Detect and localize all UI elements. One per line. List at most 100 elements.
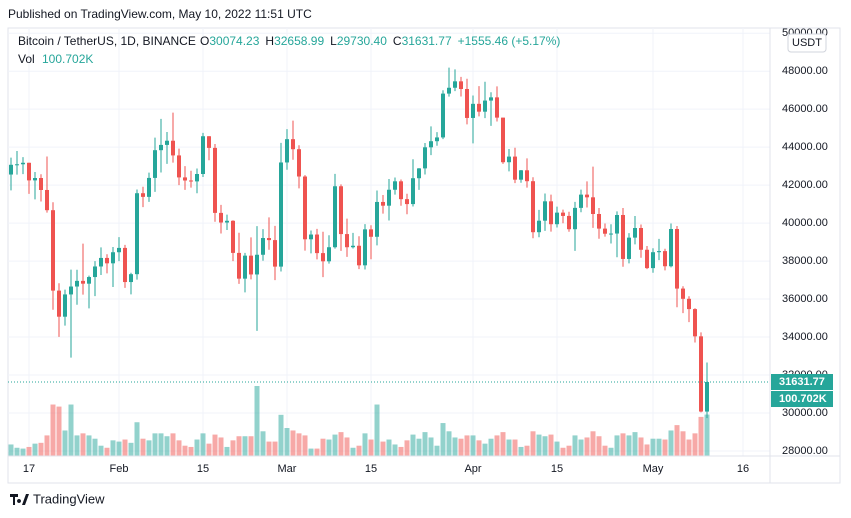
y-tick-label: 40000.00 (782, 217, 828, 229)
candle-body (393, 181, 397, 190)
candle-body (615, 214, 619, 234)
volume-bar (38, 442, 44, 456)
volume-bar (494, 435, 500, 456)
volume-bar (566, 445, 572, 456)
y-tick-label: 46000.00 (782, 103, 828, 115)
candle-body (129, 274, 133, 283)
volume-bar (362, 433, 368, 456)
y-tick-label: 44000.00 (782, 141, 828, 153)
candle-body (585, 194, 589, 198)
candle-body (705, 382, 709, 412)
volume-bar (314, 448, 320, 456)
candle-body (21, 162, 25, 165)
candle-body (141, 193, 145, 197)
currency-badge[interactable] (787, 33, 827, 53)
candle-body (243, 255, 247, 279)
volume-bar (266, 441, 272, 456)
candle-body (651, 252, 655, 269)
volume-bar (74, 435, 80, 456)
candle-body (621, 214, 625, 259)
candle-body (207, 136, 211, 148)
volume-bar (32, 443, 38, 456)
last-price-label: 31631.77 (779, 376, 825, 388)
ohlc-value: 32658.99 (274, 34, 324, 48)
candle-body (105, 257, 109, 264)
volume-bar (236, 436, 242, 456)
volume-bar (152, 433, 158, 456)
volume-bar (602, 445, 608, 456)
candle-body (507, 156, 511, 163)
candle-body (543, 201, 547, 221)
candle-body (213, 147, 217, 213)
volume-pane (8, 386, 710, 456)
volume-bar (500, 432, 506, 456)
candle-body (267, 238, 271, 241)
volume-bar (14, 447, 20, 456)
volume-bar (146, 440, 152, 456)
volume-bar (290, 430, 296, 456)
volume-bar (218, 437, 224, 456)
candle-body (375, 201, 379, 237)
volume-bar (248, 436, 254, 456)
publish-header: Published on TradingView.com, May 10, 20… (8, 7, 312, 21)
candle-body (201, 136, 205, 175)
candle-body (159, 144, 163, 151)
candle-body (525, 170, 529, 182)
candle-body (501, 117, 505, 163)
volume-badge (771, 391, 833, 408)
candle-body (333, 186, 337, 248)
candle-body (513, 156, 517, 180)
candle-body (237, 252, 241, 279)
candle-body (405, 199, 409, 205)
volume-bar (356, 445, 362, 456)
candle-body (597, 213, 601, 229)
volume-bar (122, 439, 128, 456)
candle-body (147, 177, 151, 197)
candle-body (39, 178, 43, 190)
volume-bar (698, 416, 704, 456)
volume-bar (170, 433, 176, 456)
candle-body (399, 181, 403, 200)
candle-body (165, 140, 169, 145)
candle-body (291, 139, 295, 150)
candle-body (153, 150, 157, 178)
candle-body (321, 253, 325, 262)
y-tick-label: 36000.00 (782, 293, 828, 305)
volume-bar (404, 440, 410, 456)
x-tick-label: Apr (464, 463, 481, 475)
candle-body (279, 162, 283, 267)
volume-bar (470, 435, 476, 456)
candle-body (423, 147, 427, 169)
volume-bar (638, 437, 644, 456)
volume-bar (590, 431, 596, 456)
volume-bar (80, 433, 86, 456)
volume-bar (92, 438, 98, 456)
y-tick-label: 48000.00 (782, 65, 828, 77)
volume-bar (644, 444, 650, 456)
candle-body (177, 155, 181, 178)
ohlc-legend: O30074.23 H32658.99 L29730.40 C31631.77 +155… (200, 34, 560, 48)
volume-bar (254, 386, 260, 456)
candle-body (57, 290, 61, 317)
volume-bar (506, 439, 512, 456)
volume-bar (320, 438, 326, 456)
volume-bar (272, 441, 278, 456)
volume-bar (326, 439, 332, 456)
volume-bar (656, 438, 662, 456)
volume-bar (176, 440, 182, 456)
volume-bar (20, 448, 26, 456)
volume-bar (410, 434, 416, 456)
volume-bar (86, 435, 92, 456)
candle-body (309, 234, 313, 240)
candles (8, 67, 770, 419)
candle-body (435, 137, 439, 142)
candle-body (327, 247, 331, 262)
candle-body (231, 220, 235, 253)
volume-bar (392, 444, 398, 456)
volume-bar (464, 435, 470, 456)
candle-body (579, 194, 583, 208)
candle-body (531, 181, 535, 233)
currency-label[interactable]: USDT (792, 37, 822, 49)
volume-bar (158, 433, 164, 456)
volume-bar (530, 431, 536, 456)
